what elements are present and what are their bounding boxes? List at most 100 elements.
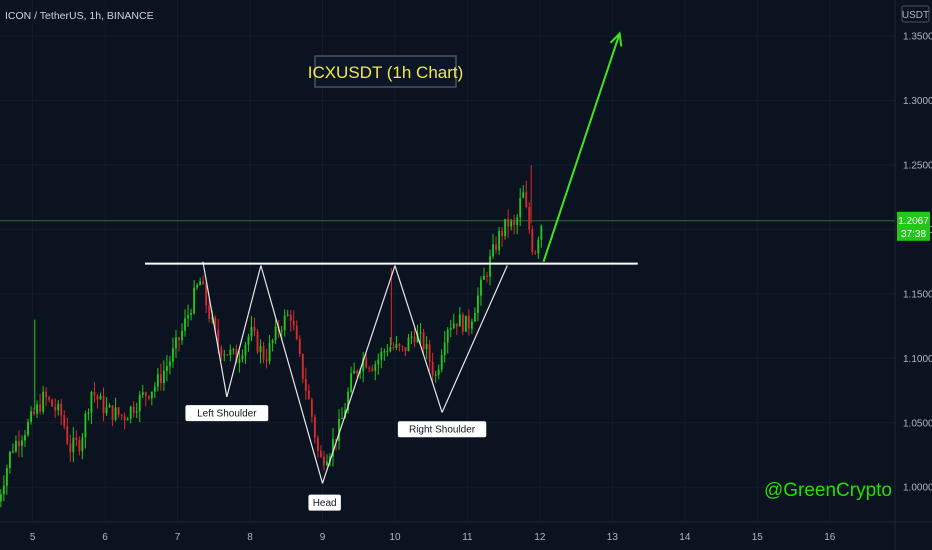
candle-body bbox=[114, 407, 117, 420]
candle bbox=[102, 387, 105, 422]
candle bbox=[510, 218, 513, 231]
candle bbox=[271, 338, 274, 352]
candle bbox=[516, 213, 519, 235]
candle bbox=[250, 316, 253, 341]
x-tick-label: 12 bbox=[534, 532, 546, 543]
candle-body bbox=[374, 364, 377, 371]
candle-body bbox=[220, 347, 223, 356]
candle-body bbox=[36, 404, 39, 414]
candle-body bbox=[501, 230, 504, 237]
candle bbox=[120, 413, 123, 420]
candle bbox=[319, 445, 322, 458]
candle bbox=[528, 201, 531, 234]
candle bbox=[63, 410, 66, 430]
candle bbox=[395, 335, 398, 351]
candle bbox=[175, 330, 177, 358]
candle-body bbox=[392, 347, 395, 349]
breakout-arrow-head bbox=[609, 31, 623, 47]
candle bbox=[172, 337, 174, 368]
x-tick-label: 11 bbox=[462, 532, 473, 543]
candle bbox=[238, 350, 241, 373]
candle-body bbox=[72, 437, 75, 453]
candle bbox=[380, 347, 383, 369]
x-tick-label: 10 bbox=[389, 532, 401, 543]
candle bbox=[440, 349, 443, 373]
candle-body bbox=[11, 451, 14, 453]
candle bbox=[187, 304, 189, 327]
candle-body bbox=[362, 357, 365, 372]
candle bbox=[169, 355, 171, 375]
candle-body bbox=[283, 315, 286, 331]
candle-body bbox=[316, 437, 319, 451]
candle bbox=[419, 323, 422, 345]
candle bbox=[483, 267, 485, 280]
candle bbox=[54, 398, 57, 418]
candle-body bbox=[238, 359, 241, 363]
candle bbox=[87, 408, 90, 421]
x-tick-label: 16 bbox=[824, 532, 836, 543]
candle bbox=[377, 353, 380, 375]
candle-body bbox=[211, 317, 214, 319]
candle-body bbox=[419, 332, 422, 334]
candle bbox=[310, 397, 313, 423]
candle-body bbox=[169, 361, 171, 367]
candle-body bbox=[452, 323, 455, 329]
candle bbox=[347, 387, 350, 414]
candle bbox=[274, 319, 277, 344]
candle bbox=[292, 310, 295, 331]
candle-body bbox=[483, 275, 485, 280]
candle-body bbox=[498, 230, 501, 251]
candle-body bbox=[48, 397, 51, 400]
candle bbox=[410, 331, 413, 345]
candle-body bbox=[184, 318, 186, 331]
candle-body bbox=[96, 395, 99, 400]
candle bbox=[220, 345, 223, 361]
symbol-header[interactable]: ICON / TetherUS, 1h, BINANCE bbox=[5, 10, 154, 22]
candle-body bbox=[259, 346, 262, 353]
candle-body bbox=[446, 329, 449, 343]
candle bbox=[138, 391, 141, 423]
candle bbox=[153, 382, 156, 398]
candle bbox=[205, 282, 208, 313]
chart-title-box: ICXUSDT (1h Chart) bbox=[308, 55, 463, 88]
candle-body bbox=[513, 221, 516, 225]
candle bbox=[24, 430, 26, 447]
candle-body bbox=[196, 285, 199, 288]
candle bbox=[247, 333, 250, 352]
candle-body bbox=[5, 467, 8, 486]
candle-body bbox=[153, 386, 156, 392]
candle-body bbox=[323, 456, 325, 466]
candle bbox=[283, 309, 286, 337]
x-tick-label: 13 bbox=[607, 532, 619, 543]
candle-body bbox=[404, 347, 407, 352]
candle-body bbox=[262, 346, 265, 360]
candle bbox=[27, 418, 29, 437]
candle-body bbox=[401, 346, 404, 348]
candle bbox=[178, 336, 180, 352]
candle bbox=[525, 180, 528, 209]
candle-body bbox=[111, 405, 114, 420]
candle-body bbox=[108, 405, 111, 408]
candle-body bbox=[8, 451, 11, 468]
candle-body bbox=[30, 411, 32, 422]
candle bbox=[425, 336, 428, 360]
pattern-label-text: Head bbox=[313, 498, 337, 509]
price-badge-background bbox=[897, 211, 930, 241]
candle bbox=[111, 405, 114, 427]
currency-badge[interactable]: USDT bbox=[901, 5, 930, 23]
candle bbox=[132, 401, 135, 418]
candle bbox=[362, 351, 365, 383]
candle bbox=[301, 353, 304, 384]
candle-body bbox=[21, 440, 23, 446]
time-axis[interactable]: 5 6 7 8 9 10 11 12 13 14 15 16 bbox=[0, 521, 932, 543]
candle bbox=[492, 233, 494, 259]
candle bbox=[356, 369, 359, 377]
candle-body bbox=[129, 406, 132, 419]
candle-body bbox=[443, 342, 446, 356]
candle-body bbox=[422, 332, 425, 350]
candle bbox=[470, 318, 473, 335]
candle bbox=[437, 364, 440, 380]
candle bbox=[298, 335, 301, 357]
